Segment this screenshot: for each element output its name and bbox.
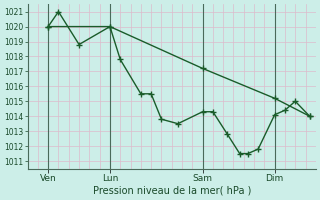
X-axis label: Pression niveau de la mer( hPa ): Pression niveau de la mer( hPa ) bbox=[92, 186, 251, 196]
